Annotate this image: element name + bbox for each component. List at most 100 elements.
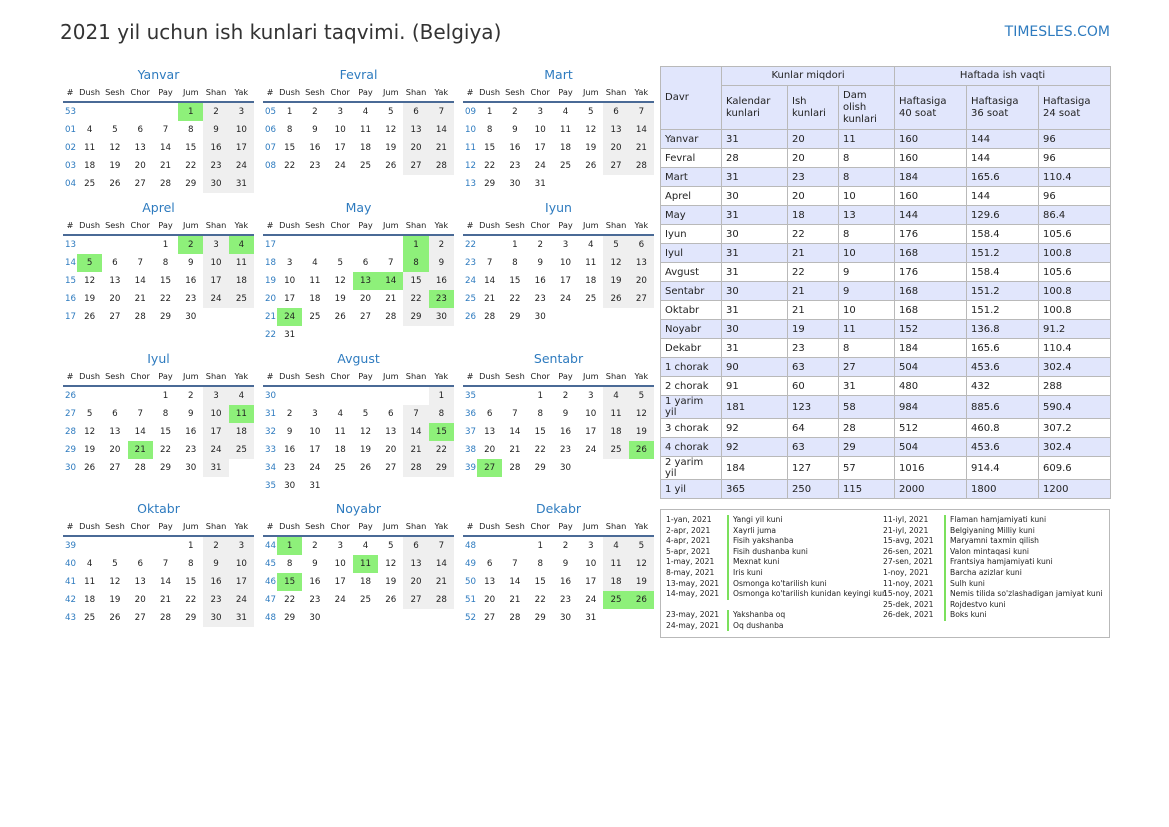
value-cell: 127 (787, 456, 839, 480)
holiday-name: Nemis tilida so'zlashadigan jamiyat kuni (944, 589, 1130, 600)
day-cell: 21 (385, 294, 397, 304)
day-cell: 19 (628, 423, 654, 441)
week-row: 10 8 9 10 11 12 13 14 (463, 121, 654, 139)
value-cell: 8 (837, 167, 896, 187)
week-number: 26 (65, 391, 77, 401)
day-cell (353, 235, 378, 254)
day-cell: 10 (585, 559, 597, 569)
weekday-header: # (263, 84, 277, 103)
day-cell: 21 (484, 294, 496, 304)
day-cell: 27 (484, 613, 496, 623)
day-cell: 5 (628, 536, 654, 555)
day-cell: 23 (185, 294, 197, 304)
week-row: 32 9 10 11 12 13 14 15 (263, 423, 454, 441)
period-cell: 1 yil (660, 479, 722, 499)
weekday-header: Jum (378, 84, 404, 103)
day-cell: 6 (137, 125, 143, 135)
day-cell: 24 (203, 290, 229, 308)
day-cell: 10 (228, 121, 254, 139)
value-cell: 91 (721, 376, 788, 396)
day-cell: 10 (309, 427, 321, 437)
month-calendar: # Dush Sesh Chor Pay Jum Shan Yak 53 1 2 3 01 4 5 6 7 8 9 1… (63, 84, 254, 193)
week-number: 05 (265, 107, 277, 117)
weekday-header: Shan (603, 217, 629, 236)
day-cell: 13 (403, 121, 429, 139)
week-row: 27 5 6 7 8 9 10 11 (63, 405, 254, 423)
week-number: 09 (465, 107, 477, 117)
day-cell (302, 386, 327, 405)
day-cell (302, 326, 327, 344)
day-cell (203, 308, 228, 326)
day-cell (578, 459, 603, 477)
value-cell: 20 (787, 148, 839, 168)
day-cell: 14 (509, 427, 521, 437)
week-number: 28 (65, 427, 77, 437)
weekday-header: Pay (352, 217, 379, 236)
table-row: May 31 18 13 144 129.6 86.4 (660, 205, 1112, 225)
week-row: 28 12 13 14 15 16 17 18 (63, 423, 254, 441)
weekday-header: Yak (428, 84, 454, 103)
day-cell: 13 (352, 272, 379, 290)
holiday-date: 1-may, 2021 (666, 557, 715, 567)
day-cell: 27 (359, 312, 372, 322)
day-cell: 26 (628, 591, 654, 609)
day-cell: 26 (84, 463, 96, 473)
value-cell: 158.4 (966, 262, 1040, 282)
value-cell: 23 (787, 338, 839, 358)
table-row: 1 yarim yil 181 123 58 984 885.6 590.4 (660, 395, 1112, 419)
day-cell: 24 (334, 595, 346, 605)
day-cell: 21 (509, 445, 521, 455)
day-cell: 12 (603, 254, 629, 272)
day-cell: 3 (537, 107, 543, 117)
day-cell: 16 (185, 276, 197, 286)
day-cell (603, 308, 628, 326)
table-row: 1 yil 365 250 115 2000 1800 1200 (660, 479, 1112, 499)
month-iyul: Iyul # Dush Sesh Chor Pay Jum Shan Yak 26 1 2 3 4 27 5 6… (63, 350, 254, 477)
day-cell: 14 (428, 121, 454, 139)
day-cell: 5 (388, 541, 394, 551)
day-cell: 27 (603, 157, 629, 175)
week-number: 48 (265, 613, 277, 623)
value-cell: 176 (894, 262, 968, 282)
day-cell (553, 308, 578, 326)
day-cell: 10 (203, 254, 229, 272)
day-cell: 1 (403, 235, 429, 254)
day-cell: 27 (477, 459, 503, 477)
month-sentabr: Sentabr # Dush Sesh Chor Pay Jum Shan Yak 35 1 2 3 4 5… (463, 350, 654, 477)
day-cell: 10 (203, 405, 229, 423)
day-cell: 4 (86, 559, 93, 569)
weekday-header: Shan (203, 84, 229, 103)
table-row: Noyabr 30 19 11 152 136.8 91.2 (660, 319, 1112, 339)
value-cell: 105.6 (1038, 262, 1112, 282)
day-cell (102, 235, 127, 254)
value-cell: 158.4 (966, 224, 1040, 244)
day-cell: 15 (277, 573, 303, 591)
weekday-header: Chor (327, 84, 353, 103)
weekday-header: Yak (228, 518, 254, 537)
day-cell: 18 (84, 161, 96, 171)
value-cell: 165.6 (966, 167, 1040, 187)
day-cell: 4 (228, 386, 254, 405)
value-cell: 96 (1038, 186, 1112, 206)
week-row: 35 1 2 3 4 5 (463, 386, 654, 405)
day-cell (128, 536, 153, 555)
brand-link[interactable]: TIMESLES.COM (1004, 24, 1110, 40)
weekday-header: Dush (77, 368, 103, 387)
day-cell: 10 (334, 125, 346, 135)
day-cell: 7 (512, 559, 518, 569)
day-cell (277, 235, 302, 254)
day-cell: 6 (362, 258, 369, 268)
day-cell: 24 (334, 161, 346, 171)
day-cell: 2 (178, 235, 204, 254)
day-cell: 24 (228, 591, 254, 609)
value-cell: 165.6 (966, 338, 1040, 358)
table-row: Fevral 28 20 8 160 144 96 (660, 148, 1112, 168)
week-row: 22 1 2 3 4 5 6 (463, 235, 654, 254)
day-cell: 15 (403, 272, 429, 290)
day-cell: 15 (284, 143, 296, 153)
value-cell: 22 (787, 262, 839, 282)
day-cell: 12 (585, 125, 597, 135)
week-number: 25 (465, 294, 477, 304)
day-cell: 22 (284, 161, 296, 171)
value-cell: 1800 (966, 479, 1040, 499)
